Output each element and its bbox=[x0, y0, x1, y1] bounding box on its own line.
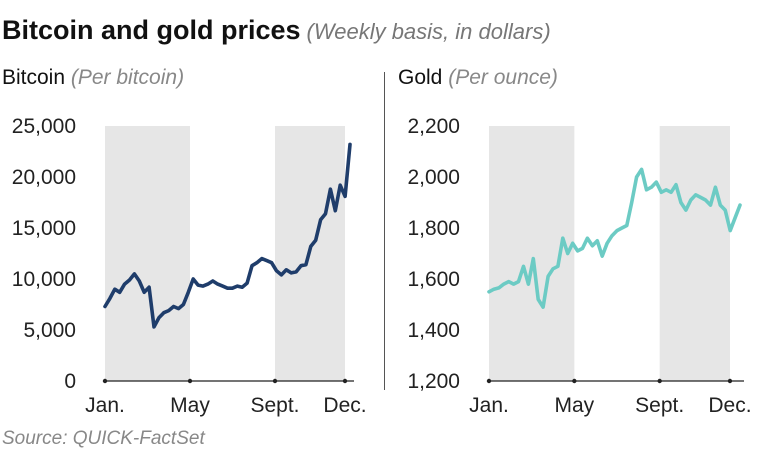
gold-x-tick-label: May bbox=[554, 394, 594, 417]
bitcoin-x-tick-mark bbox=[187, 378, 193, 384]
chart-header: Bitcoin and gold prices (Weekly basis, in… bbox=[2, 15, 551, 46]
bitcoin-x-tick-label: Jan. bbox=[85, 394, 125, 417]
bitcoin-y-tick-label: 10,000 bbox=[12, 268, 76, 291]
chart-subtitle: (Weekly basis, in dollars) bbox=[306, 19, 551, 44]
bitcoin-y-tick-label: 20,000 bbox=[12, 166, 76, 189]
gold-panel-title: Gold (Per ounce) bbox=[398, 66, 558, 90]
gold-price-line bbox=[487, 167, 742, 309]
bitcoin-y-tick-label: 0 bbox=[64, 370, 76, 393]
gold-x-tick-label: Dec. bbox=[708, 394, 751, 417]
gold-y-tick-label: 1,200 bbox=[407, 370, 460, 393]
gold-x-tick-mark bbox=[727, 378, 733, 384]
gold-x-tick-label: Sept. bbox=[635, 394, 684, 417]
bitcoin-shaded-period-1 bbox=[105, 126, 190, 381]
gold-y-tick-label: 2,200 bbox=[407, 115, 460, 138]
bitcoin-x-tick-label: Dec. bbox=[323, 394, 366, 417]
gold-shaded-period-2 bbox=[659, 126, 730, 381]
bitcoin-y-tick-label: 5,000 bbox=[23, 319, 76, 342]
source-note: Source: QUICK-FactSet bbox=[2, 428, 205, 449]
bitcoin-x-tick-label: Sept. bbox=[250, 394, 299, 417]
bitcoin-x-tick-mark bbox=[342, 378, 348, 384]
bitcoin-price-line bbox=[103, 142, 352, 329]
gold-panel-unit: (Per ounce) bbox=[448, 66, 558, 89]
bitcoin-panel-unit: (Per bitcoin) bbox=[70, 66, 185, 89]
panel-divider bbox=[384, 72, 385, 390]
chart-title: Bitcoin and gold prices bbox=[2, 15, 301, 45]
gold-y-tick-label: 2,000 bbox=[407, 166, 460, 189]
gold-x-tick-label: Jan. bbox=[469, 394, 509, 417]
bitcoin-y-tick-label: 15,000 bbox=[12, 217, 76, 240]
gold-y-tick-label: 1,600 bbox=[407, 268, 460, 291]
gold-x-tick-mark bbox=[486, 378, 492, 384]
bitcoin-panel-name: Bitcoin bbox=[2, 66, 66, 89]
gold-x-tick-mark bbox=[572, 378, 577, 384]
gold-x-tick-mark bbox=[657, 378, 662, 384]
gold-y-tick-label: 1,800 bbox=[407, 217, 460, 240]
bitcoin-panel-title: Bitcoin (Per bitcoin) bbox=[2, 66, 184, 90]
bitcoin-y-tick-label: 25,000 bbox=[12, 115, 76, 138]
bitcoin-x-tick-mark bbox=[102, 378, 108, 384]
bitcoin-x-tick-label: May bbox=[170, 394, 210, 417]
gold-panel-name: Gold bbox=[398, 66, 443, 89]
bitcoin-x-tick-mark bbox=[272, 378, 278, 384]
gold-y-tick-label: 1,400 bbox=[407, 319, 460, 342]
